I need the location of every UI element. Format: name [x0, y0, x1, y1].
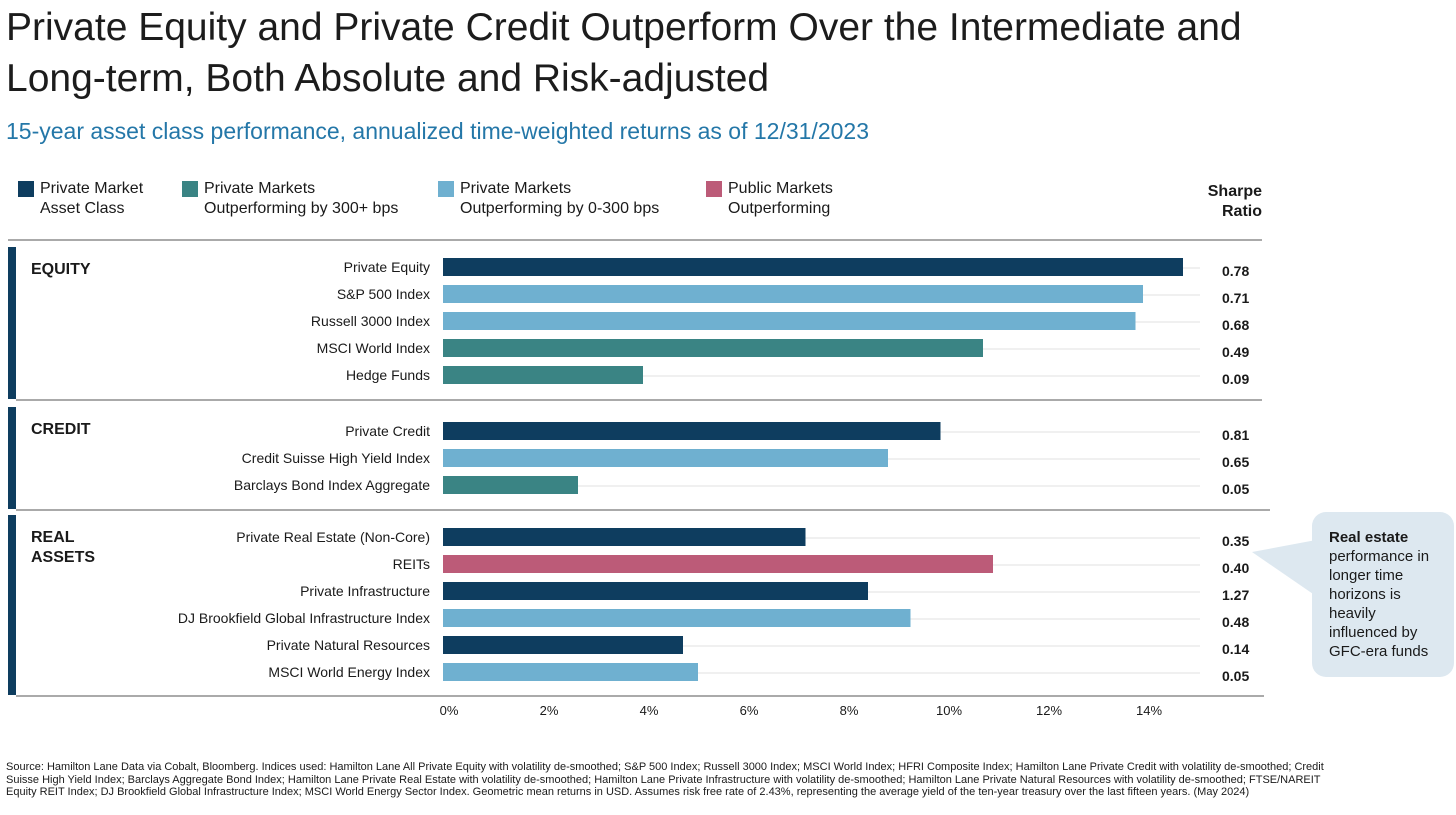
- sharpe-value: 0.81: [1222, 427, 1249, 443]
- sharpe-ratio-header: Sharpe Ratio: [1207, 183, 1262, 220]
- bar-label: S&P 500 Index: [337, 286, 430, 302]
- bar: [443, 449, 888, 467]
- sharpe-value: 0.78: [1222, 263, 1249, 279]
- sharpe-value: 0.68: [1222, 317, 1249, 333]
- bar: [443, 422, 941, 440]
- x-tick-label: 6%: [740, 703, 759, 718]
- bar: [443, 476, 578, 494]
- legend-item-public-markets: Public Markets Outperforming: [706, 179, 833, 219]
- sharpe-value: 0.71: [1222, 290, 1249, 306]
- sharpe-value: 0.35: [1222, 533, 1249, 549]
- bar: [443, 609, 911, 627]
- sharpe-value: 0.05: [1222, 481, 1249, 497]
- bar-label: Russell 3000 Index: [311, 313, 430, 329]
- bar-label: REITs: [393, 556, 430, 572]
- bar-label: MSCI World Index: [317, 340, 430, 356]
- bar: [443, 366, 643, 384]
- bar: [443, 285, 1143, 303]
- group-label: EQUITY: [31, 261, 91, 278]
- bar: [443, 582, 868, 600]
- legend-swatch: [438, 181, 454, 197]
- group-label: REAL: [31, 529, 75, 546]
- page-subtitle: 15-year asset class performance, annuali…: [6, 118, 869, 144]
- bar: [443, 339, 983, 357]
- bar-label: Hedge Funds: [346, 367, 430, 383]
- group-accent-bar: [8, 247, 16, 399]
- sharpe-value: 0.49: [1222, 344, 1249, 360]
- legend-label: Private Market Asset Class: [40, 180, 144, 217]
- source-footnote: Source: Hamilton Lane Data via Cobalt, B…: [6, 761, 1324, 799]
- callout-pointer: [1252, 540, 1316, 596]
- x-tick-label: 14%: [1136, 703, 1162, 718]
- legend-swatch: [706, 181, 722, 197]
- bar-label: Barclays Bond Index Aggregate: [234, 477, 430, 493]
- group-label: ASSETS: [31, 549, 95, 566]
- sharpe-value: 1.27: [1222, 587, 1249, 603]
- bar-label: Private Equity: [344, 259, 430, 275]
- bar: [443, 258, 1183, 276]
- bar-label: Private Real Estate (Non-Core): [236, 529, 430, 545]
- x-tick-label: 4%: [640, 703, 659, 718]
- bar-label: Private Natural Resources: [267, 637, 430, 653]
- legend-label: Private Markets Outperforming by 0-300 bp…: [460, 180, 660, 217]
- sharpe-value: 0.48: [1222, 614, 1249, 630]
- bar: [443, 528, 806, 546]
- legend-swatch: [182, 181, 198, 197]
- legend-item-private-market: Private Market Asset Class: [18, 179, 143, 219]
- bar-label: Credit Suisse High Yield Index: [242, 450, 430, 466]
- sharpe-value: 0.65: [1222, 454, 1249, 470]
- bar-label: Private Credit: [345, 423, 430, 439]
- bar: [443, 636, 683, 654]
- legend-label: Public Markets Outperforming: [728, 180, 833, 217]
- x-tick-label: 0%: [440, 703, 459, 718]
- bar-chart: EQUITY Private Equity 0.78 S&P 500 Index 0.7…: [8, 239, 1316, 718]
- x-tick-label: 12%: [1036, 703, 1062, 718]
- legend-swatch: [18, 181, 34, 197]
- page-title: Private Equity and Private Credit Outper…: [6, 6, 1242, 100]
- legend-label: Private Markets Outperforming by 300+ bps: [204, 180, 399, 217]
- legend-item-outperforming-0-300: Private Markets Outperforming by 0-300 bp…: [438, 179, 659, 219]
- sharpe-value: 0.40: [1222, 560, 1249, 576]
- group-label: CREDIT: [31, 421, 91, 438]
- sharpe-value: 0.05: [1222, 668, 1249, 684]
- bar: [443, 663, 698, 681]
- sharpe-value: 0.09: [1222, 371, 1249, 387]
- x-tick-label: 10%: [936, 703, 962, 718]
- bar-label: Private Infrastructure: [300, 583, 430, 599]
- group-accent-bar: [8, 515, 16, 695]
- bar-label: MSCI World Energy Index: [268, 664, 430, 680]
- real-estate-callout: Real estate performance in longer time ho…: [1312, 512, 1454, 677]
- group-accent-bar: [8, 407, 16, 509]
- bar-label: DJ Brookfield Global Infrastructure Inde…: [178, 610, 430, 626]
- sharpe-value: 0.14: [1222, 641, 1249, 657]
- legend-item-outperforming-300: Private Markets Outperforming by 300+ bps: [182, 179, 398, 219]
- bar: [443, 555, 993, 573]
- x-tick-label: 2%: [540, 703, 559, 718]
- bar: [443, 312, 1136, 330]
- x-tick-label: 8%: [840, 703, 859, 718]
